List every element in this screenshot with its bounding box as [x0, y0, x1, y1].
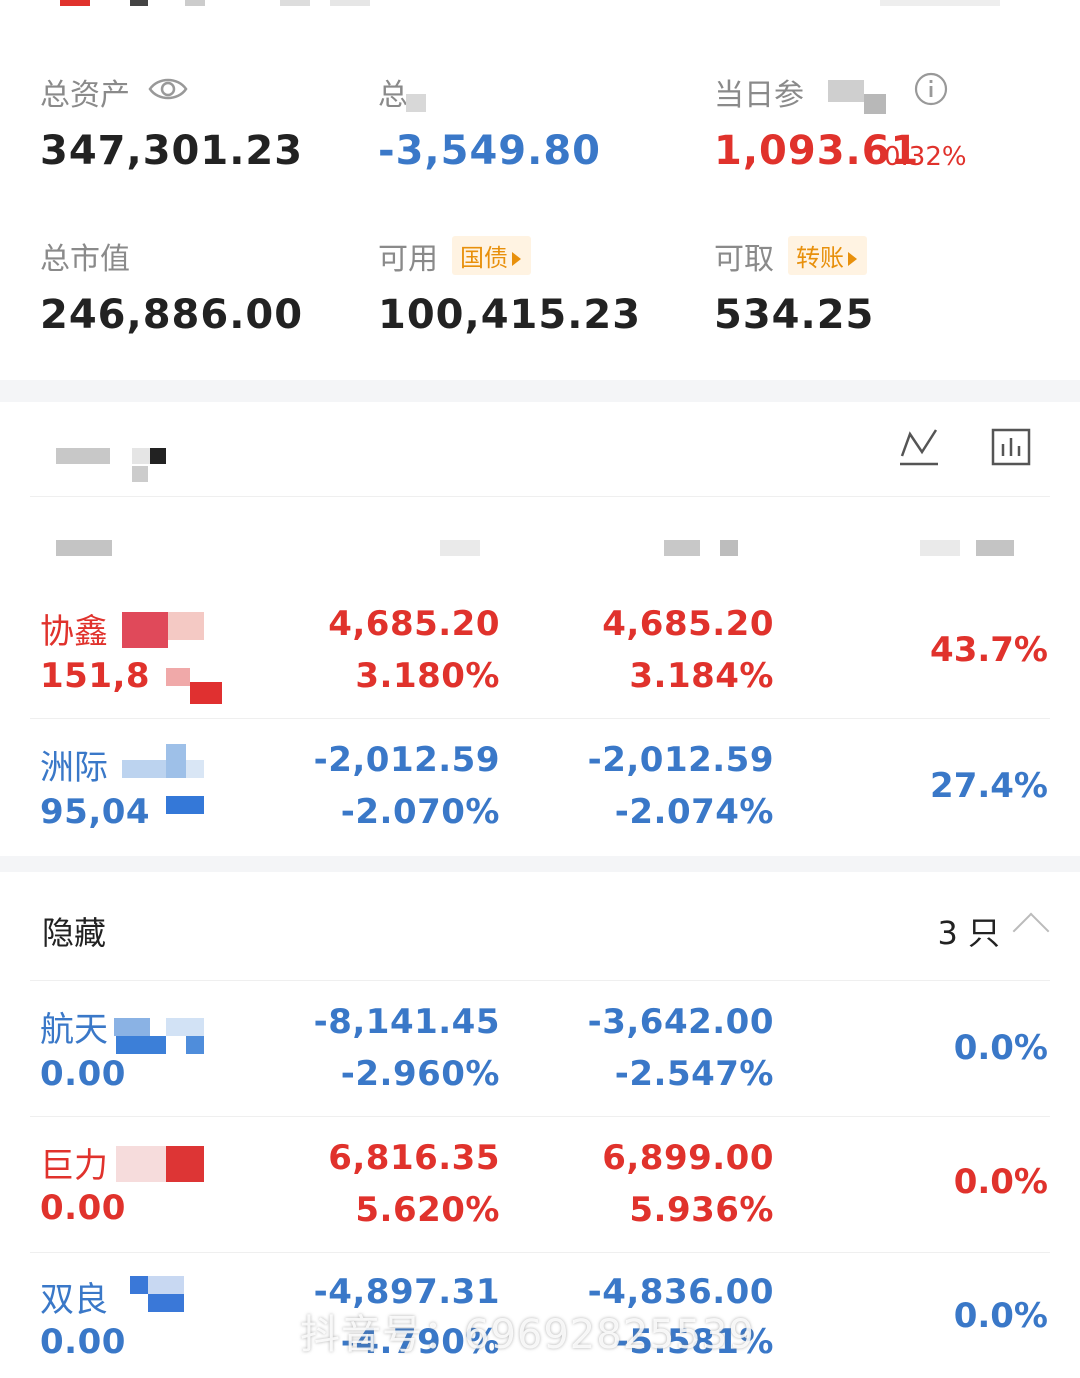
section-divider — [0, 856, 1080, 872]
col2-percent: 3.184% — [629, 656, 774, 696]
stock-name: 协鑫 — [40, 612, 108, 652]
stock-quantity: 0.00 — [40, 1054, 126, 1094]
col1-value: -8,141.45 — [313, 1002, 500, 1042]
section-divider — [0, 380, 1080, 402]
col1-value: -4,897.31 — [313, 1272, 500, 1312]
col1-percent: -2.070% — [340, 792, 500, 832]
day-pl-label: 当日参 — [714, 78, 804, 113]
position-ratio: 27.4% — [930, 766, 1048, 806]
transfer-chip[interactable]: 转账 — [788, 236, 867, 275]
available-value: 100,415.23 — [378, 292, 642, 338]
platform-watermark: 抖音号：69692825539 — [300, 1312, 755, 1358]
col2-percent: -2.547% — [614, 1054, 774, 1094]
col2-percent: -2.074% — [614, 792, 774, 832]
withdrawable-label: 可取 — [714, 242, 774, 277]
col2-value: -4,836.00 — [587, 1272, 774, 1312]
line-chart-icon[interactable] — [898, 426, 940, 468]
day-pl-value: 1,093.61 — [714, 128, 920, 174]
col1-percent: 5.620% — [355, 1190, 500, 1230]
info-icon[interactable] — [914, 72, 948, 106]
stock-name: 航天 — [40, 1010, 108, 1050]
market-value-value: 246,886.00 — [40, 292, 304, 338]
hidden-count: 3 只 — [937, 914, 1000, 952]
total-pl-label: 总 — [378, 78, 408, 113]
available-label: 可用 — [378, 242, 438, 277]
col1-percent: -2.960% — [340, 1054, 500, 1094]
day-pl-percent: 0.32% — [884, 142, 967, 172]
col1-percent: -4.790% — [340, 1322, 500, 1362]
col1-value: 6,816.35 — [328, 1138, 500, 1178]
stock-quantity: 151,8 — [40, 656, 151, 696]
position-ratio: 43.7% — [930, 630, 1048, 670]
eye-icon[interactable] — [148, 74, 188, 104]
chevron-up-icon[interactable] — [1012, 912, 1050, 950]
treasury-bond-chip[interactable]: 国债 — [452, 236, 531, 275]
col2-value: 4,685.20 — [602, 604, 774, 644]
position-ratio: 0.0% — [953, 1296, 1048, 1336]
hidden-title: 隐藏 — [42, 914, 107, 952]
position-ratio: 0.0% — [953, 1162, 1048, 1202]
stock-quantity: 0.00 — [40, 1322, 126, 1362]
col1-percent: 3.180% — [355, 656, 500, 696]
total-pl-value: -3,549.80 — [378, 128, 601, 174]
position-ratio: 0.0% — [953, 1028, 1048, 1068]
pixelated-tab[interactable] — [56, 448, 110, 464]
chip-arrow-icon — [512, 252, 521, 266]
withdrawable-value: 534.25 — [714, 292, 875, 338]
pixelated-label — [406, 94, 426, 112]
total-assets-value: 347,301.23 — [40, 128, 304, 174]
stock-quantity: 0.00 — [40, 1188, 126, 1228]
stock-quantity: 95,04 — [40, 792, 151, 832]
total-assets-label: 总资产 — [40, 78, 130, 113]
col2-value: 6,899.00 — [602, 1138, 774, 1178]
col2-value: -3,642.00 — [587, 1002, 774, 1042]
col1-value: 4,685.20 — [328, 604, 500, 644]
col2-percent: -5.581% — [614, 1322, 774, 1362]
stock-name: 巨力 — [40, 1146, 108, 1186]
top-cropped-header — [0, 0, 1080, 12]
bar-chart-icon[interactable] — [990, 426, 1032, 468]
stock-name: 双良 — [40, 1280, 108, 1320]
col1-value: -2,012.59 — [313, 740, 500, 780]
col2-percent: 5.936% — [629, 1190, 774, 1230]
chip-arrow-icon — [848, 252, 857, 266]
market-value-label: 总市值 — [40, 242, 130, 277]
stock-name: 洲际 — [40, 748, 108, 788]
col2-value: -2,012.59 — [587, 740, 774, 780]
